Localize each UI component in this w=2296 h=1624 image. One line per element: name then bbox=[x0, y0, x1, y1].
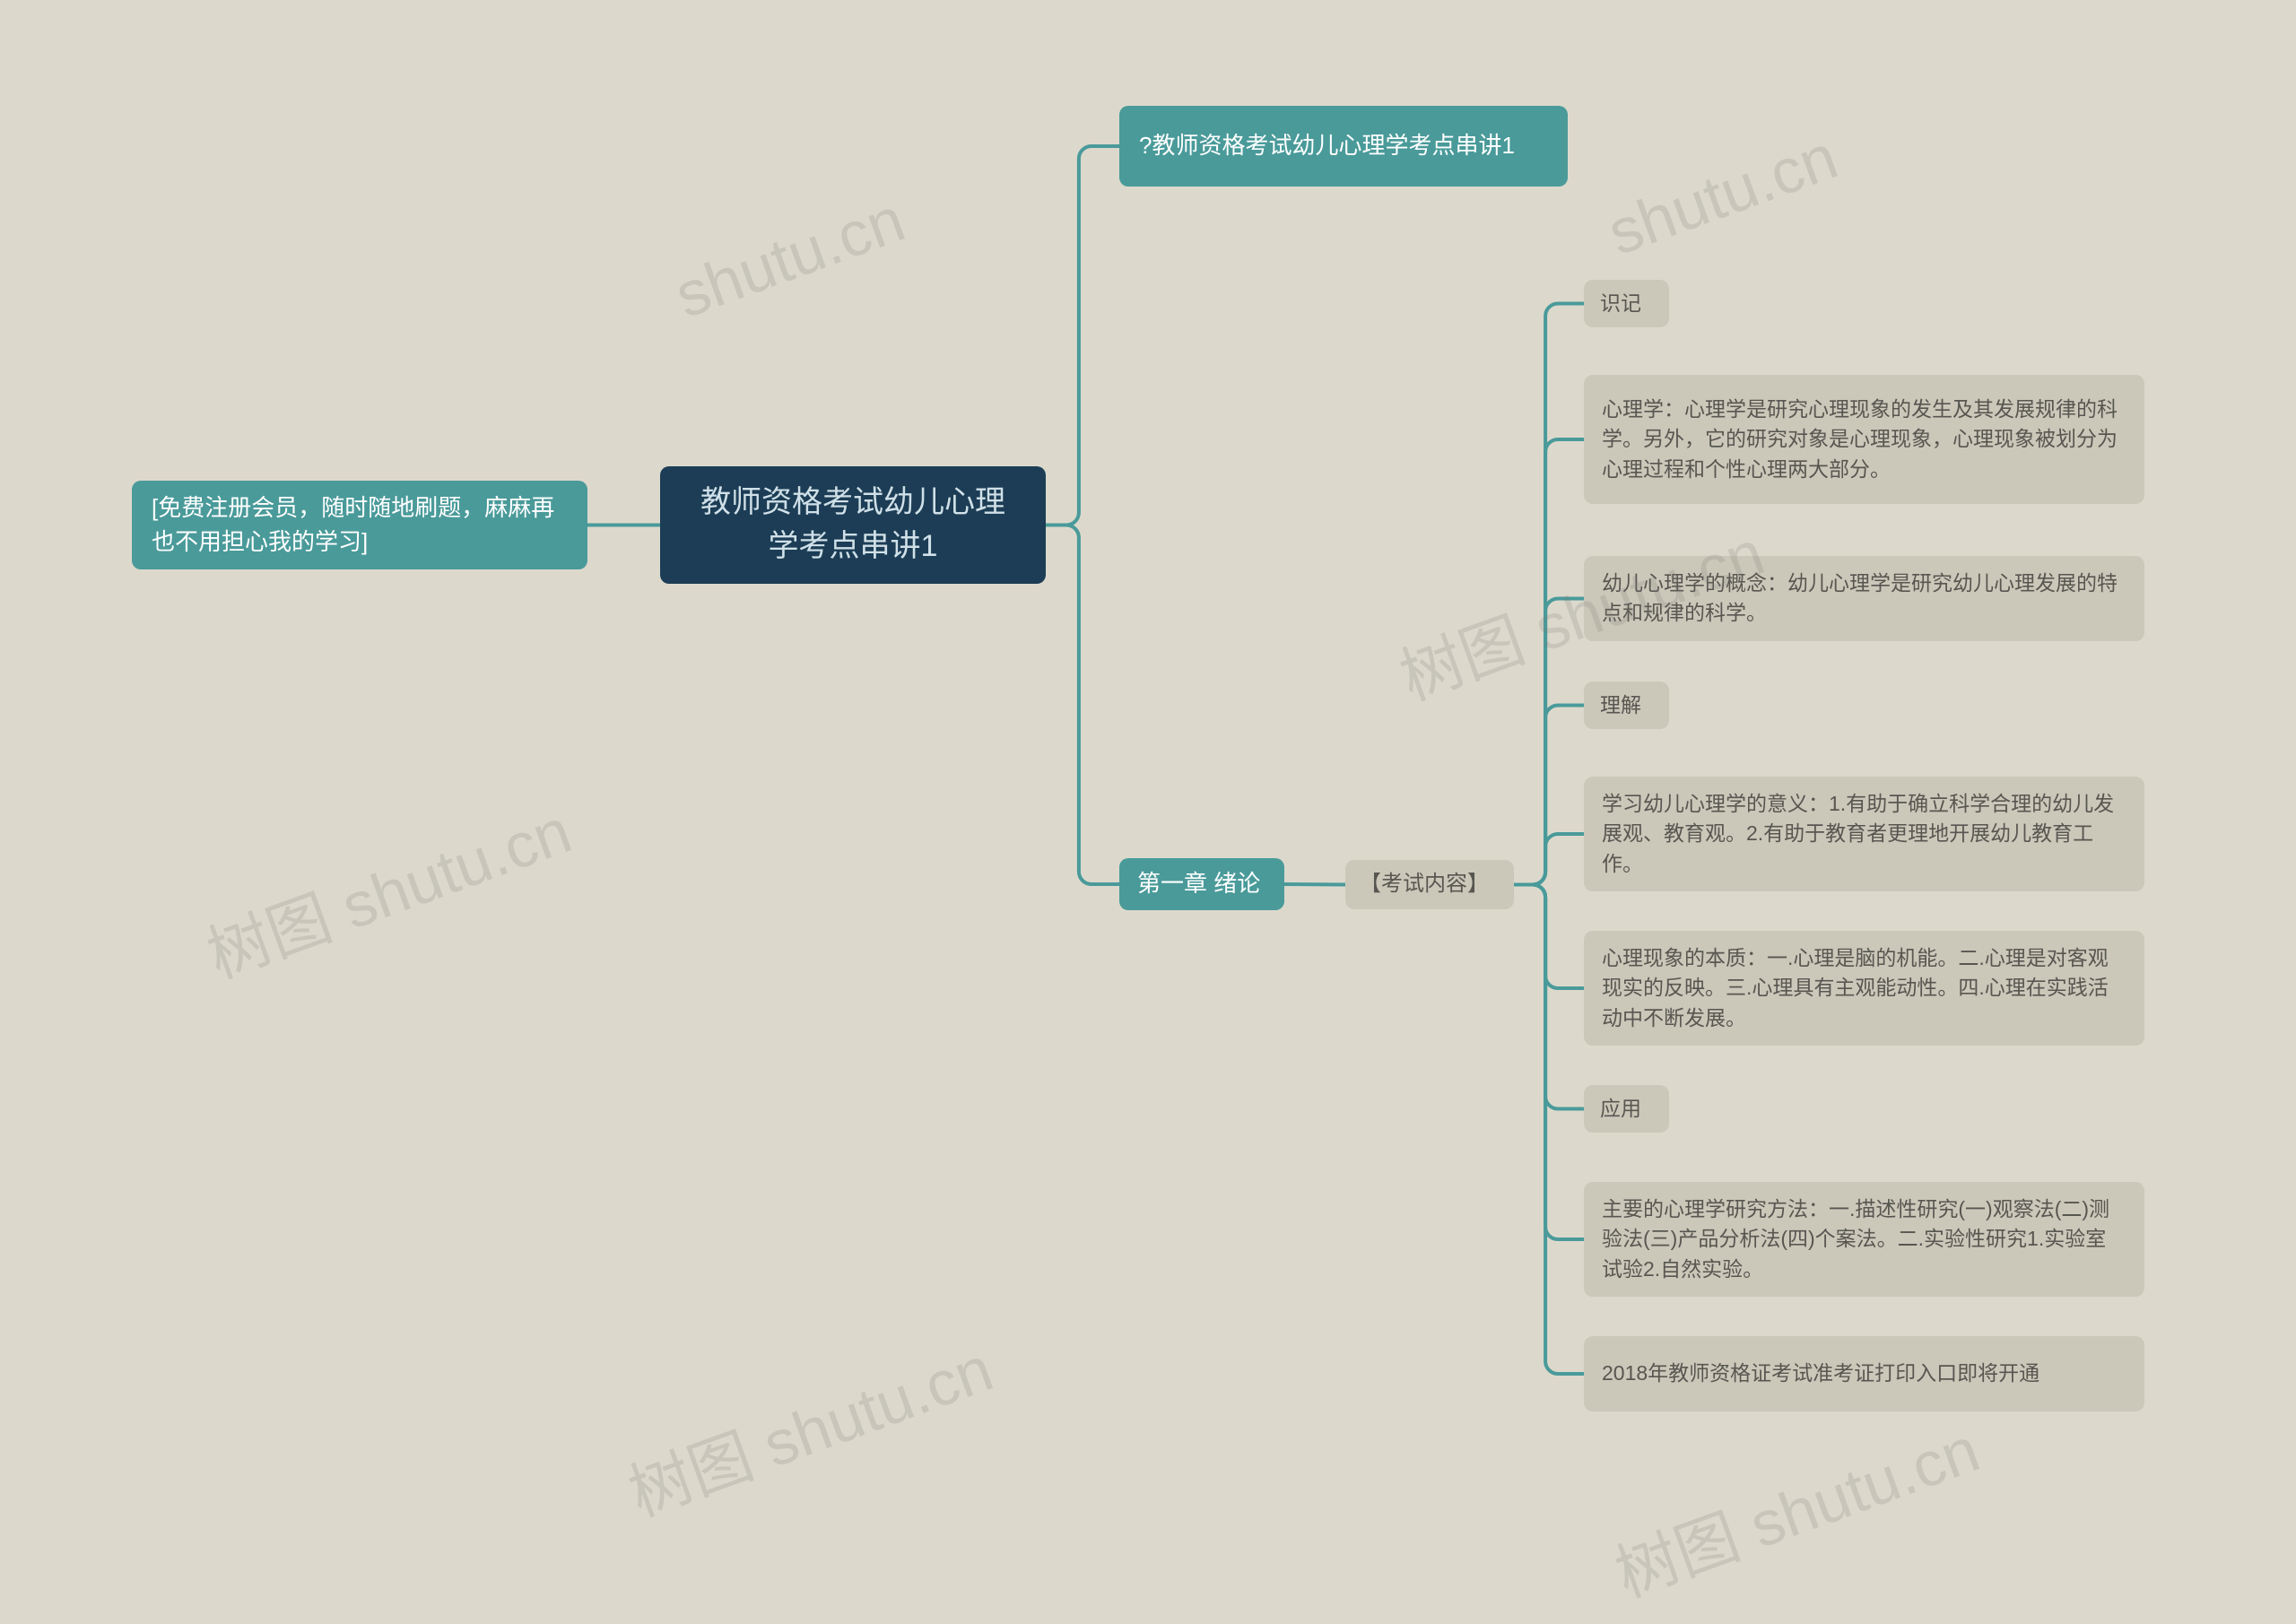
node-text-l2: 心理学：心理学是研究心理现象的发生及其发展规律的科学。另外，它的研究对象是心理现… bbox=[1602, 395, 2126, 484]
node-l4[interactable]: 理解 bbox=[1584, 682, 1669, 729]
node-root[interactable]: 教师资格考试幼儿心理学考点串讲1 bbox=[660, 466, 1046, 584]
node-text-l7: 应用 bbox=[1600, 1094, 1653, 1124]
node-text-exam: 【考试内容】 bbox=[1360, 869, 1500, 900]
node-text-l9: 2018年教师资格证考试准考证打印入口即将开通 bbox=[1602, 1359, 2126, 1388]
node-l1[interactable]: 识记 bbox=[1584, 280, 1669, 327]
node-text-left1: [免费注册会员，随时随地刷题，麻麻再也不用担心我的学习] bbox=[152, 491, 568, 559]
node-text-l5: 学习幼儿心理学的意义：1.有助于确立科学合理的幼儿发展观、教育观。2.有助于教育… bbox=[1602, 789, 2126, 879]
node-text-l8: 主要的心理学研究方法：一.描述性研究(一)观察法(二)测验法(三)产品分析法(四… bbox=[1602, 1194, 2126, 1284]
edge-exam-to-l8 bbox=[1514, 885, 1584, 1240]
edge-exam-to-l5 bbox=[1514, 834, 1584, 885]
node-text-l3: 幼儿心理学的概念：幼儿心理学是研究幼儿心理发展的特点和规律的科学。 bbox=[1602, 569, 2126, 629]
edge-root-to-top1 bbox=[1046, 146, 1119, 525]
watermark: 树图 shutu.cn bbox=[193, 781, 581, 996]
edge-exam-to-l2 bbox=[1514, 439, 1584, 885]
edge-root-to-ch1 bbox=[1046, 525, 1119, 885]
node-l5[interactable]: 学习幼儿心理学的意义：1.有助于确立科学合理的幼儿发展观、教育观。2.有助于教育… bbox=[1584, 777, 2144, 891]
watermark: shutu.cn bbox=[1599, 120, 1847, 269]
edge-exam-to-l1 bbox=[1514, 304, 1584, 885]
edge-exam-to-l4 bbox=[1514, 706, 1584, 885]
node-l7[interactable]: 应用 bbox=[1584, 1085, 1669, 1133]
node-l9[interactable]: 2018年教师资格证考试准考证打印入口即将开通 bbox=[1584, 1336, 2144, 1411]
node-text-l6: 心理现象的本质：一.心理是脑的机能。二.心理是对客观现实的反映。三.心理具有主观… bbox=[1602, 943, 2126, 1033]
node-exam[interactable]: 【考试内容】 bbox=[1345, 860, 1514, 909]
node-text-top1: ?教师资格考试幼儿心理学考点串讲1 bbox=[1139, 129, 1548, 163]
edge-exam-to-l9 bbox=[1514, 885, 1584, 1375]
node-l6[interactable]: 心理现象的本质：一.心理是脑的机能。二.心理是对客观现实的反映。三.心理具有主观… bbox=[1584, 931, 2144, 1046]
node-text-l4: 理解 bbox=[1600, 690, 1653, 720]
node-text-l1: 识记 bbox=[1600, 289, 1653, 318]
node-top1[interactable]: ?教师资格考试幼儿心理学考点串讲1 bbox=[1119, 106, 1568, 187]
node-text-ch1: 第一章 绪论 bbox=[1137, 867, 1266, 901]
watermark: shutu.cn bbox=[666, 183, 914, 332]
node-ch1[interactable]: 第一章 绪论 bbox=[1119, 858, 1284, 910]
watermark: 树图 shutu.cn bbox=[614, 1319, 1003, 1534]
node-text-root: 教师资格考试幼儿心理学考点串讲1 bbox=[687, 481, 1019, 569]
edge-exam-to-l6 bbox=[1514, 885, 1584, 989]
node-left1[interactable]: [免费注册会员，随时随地刷题，麻麻再也不用担心我的学习] bbox=[132, 481, 587, 569]
edge-exam-to-l3 bbox=[1514, 599, 1584, 885]
node-l8[interactable]: 主要的心理学研究方法：一.描述性研究(一)观察法(二)测验法(三)产品分析法(四… bbox=[1584, 1182, 2144, 1297]
edge-ch1-to-exam bbox=[1284, 884, 1345, 885]
edge-exam-to-l7 bbox=[1514, 885, 1584, 1109]
node-l3[interactable]: 幼儿心理学的概念：幼儿心理学是研究幼儿心理发展的特点和规律的科学。 bbox=[1584, 556, 2144, 641]
node-l2[interactable]: 心理学：心理学是研究心理现象的发生及其发展规律的科学。另外，它的研究对象是心理现… bbox=[1584, 375, 2144, 504]
mindmap-canvas: 教师资格考试幼儿心理学考点串讲1 [免费注册会员，随时随地刷题，麻麻再也不用担心我… bbox=[0, 0, 2296, 1624]
watermark: 树图 shutu.cn bbox=[1601, 1400, 1989, 1615]
